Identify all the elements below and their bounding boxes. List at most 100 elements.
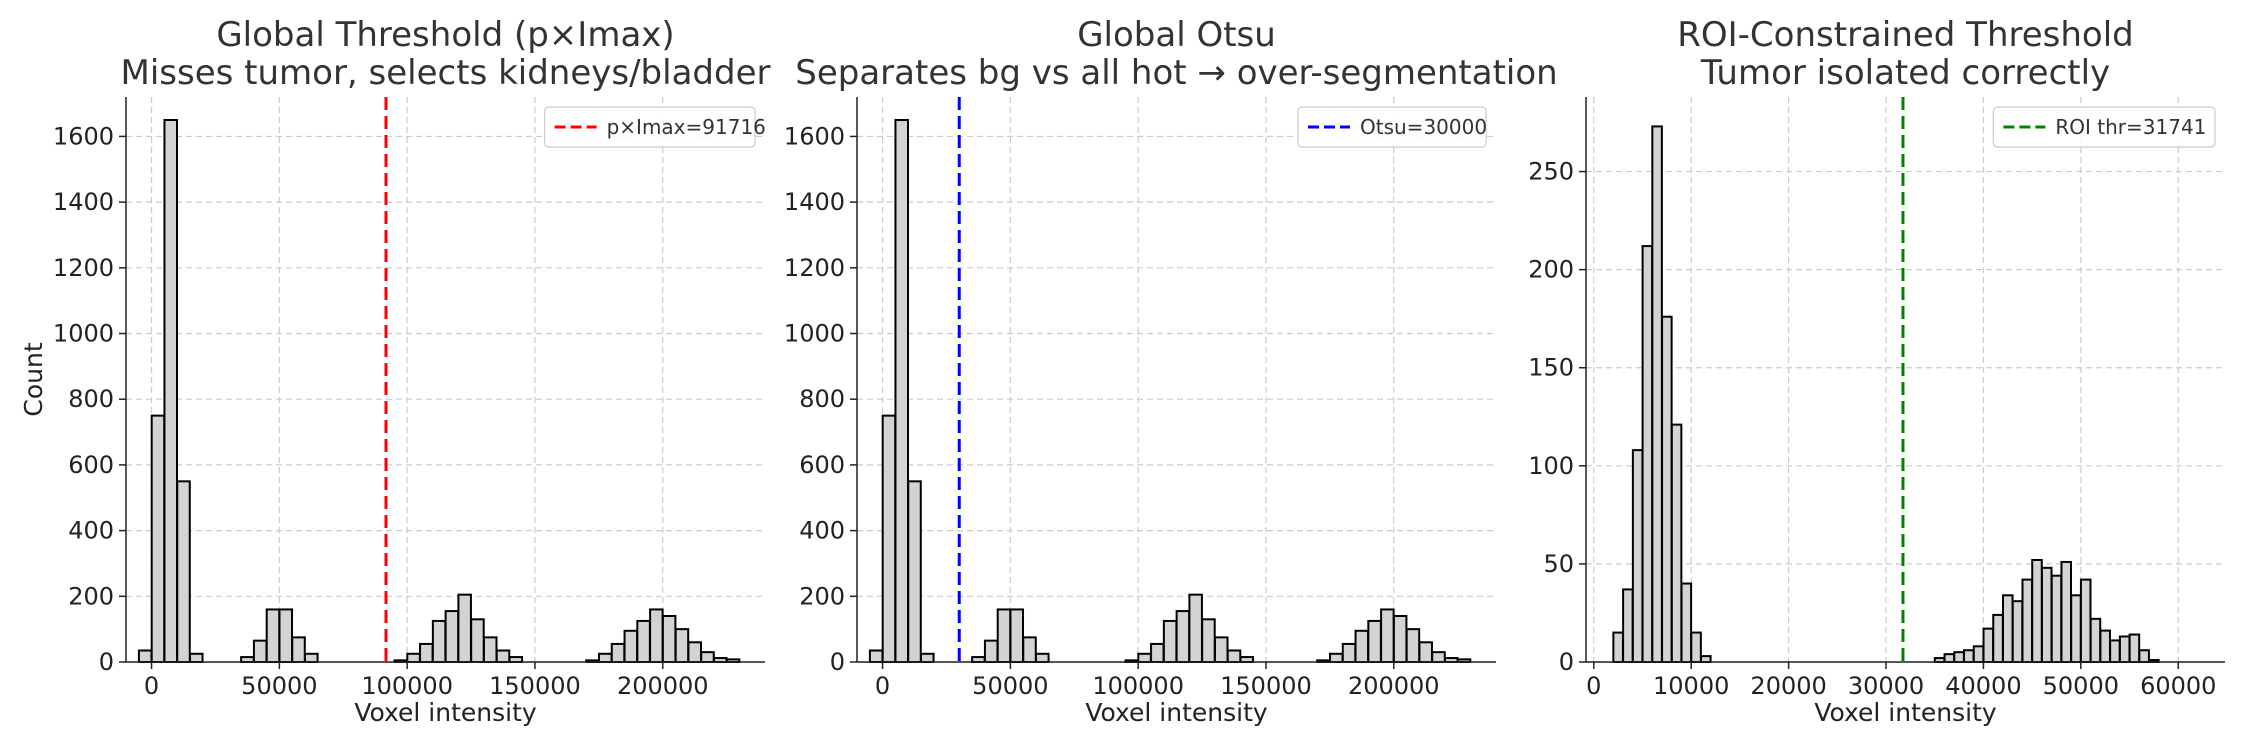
histogram-panel-1: 0 50000 100000 150000 200000 0 200 400 600 800 100… <box>19 15 771 727</box>
panel-subtitle: Tumor isolated correctly <box>1700 53 2110 93</box>
legend-label: ROI thr=31741 <box>2055 115 2206 139</box>
histogram-bar <box>2002 594 2014 663</box>
histogram-bar <box>700 651 715 663</box>
x-tick-label: 50000 <box>972 672 1048 700</box>
histogram-bar <box>661 615 677 664</box>
y-tick-label: 1400 <box>784 188 845 216</box>
histogram-bar <box>636 619 651 664</box>
histogram-bar <box>1670 423 1683 663</box>
histogram-bar <box>1700 655 1712 663</box>
histogram-bar <box>983 639 999 663</box>
y-tick-label: 200 <box>799 582 845 610</box>
histogram-bar <box>2021 578 2034 664</box>
x-tick-label: 0 <box>144 672 159 700</box>
y-tick-label: 1200 <box>53 254 114 282</box>
histogram-bar <box>431 619 447 664</box>
y-tick-label: 600 <box>799 451 845 479</box>
histogram-bar <box>1341 642 1357 664</box>
histogram-bar <box>881 414 897 663</box>
y-tick-label: 150 <box>1528 354 1574 382</box>
histogram-bar <box>2089 617 2102 663</box>
histogram-bar <box>1953 651 1965 664</box>
histogram-bar <box>1022 636 1037 663</box>
histogram-bar <box>920 652 935 663</box>
histogram-bar <box>1226 649 1242 664</box>
y-tick-label: 800 <box>799 385 845 413</box>
y-tick-label: 200 <box>1528 256 1574 284</box>
histogram-bar <box>687 641 702 664</box>
histogram-bar <box>1354 629 1370 663</box>
histogram-bar <box>2128 633 2141 664</box>
histogram-bar <box>1622 588 1634 664</box>
histogram-bar <box>482 636 498 663</box>
histogram-bar <box>252 639 268 663</box>
y-tick-label: 400 <box>68 517 114 545</box>
histogram-bar <box>674 628 690 664</box>
histogram-bar <box>610 642 626 664</box>
histogram-bar <box>1982 627 1995 663</box>
histogram-bar <box>1972 645 1985 663</box>
y-tick-label: 1400 <box>53 188 114 216</box>
panel-subtitle: Separates bg vs all hot → over-segmentat… <box>795 53 1557 93</box>
histogram-bar <box>1137 652 1152 663</box>
y-tick-label: 1600 <box>784 122 845 150</box>
histogram-bar <box>2060 560 2072 664</box>
histogram-bar <box>1405 628 1421 664</box>
y-tick-label: 600 <box>68 451 114 479</box>
legend-label: Otsu=30000 <box>1360 115 1487 139</box>
x-tick-label: 50000 <box>2043 672 2119 700</box>
y-tick-label: 0 <box>1559 648 1574 676</box>
x-axis-label: Voxel intensity <box>1814 698 1997 727</box>
y-axis-label: Count <box>19 342 48 416</box>
histogram-bar <box>1175 610 1191 663</box>
legend-frame <box>1992 106 2216 148</box>
histogram-bar <box>189 652 204 663</box>
histogram-bar <box>278 608 294 663</box>
legend-frame <box>1297 106 1487 148</box>
x-tick-label: 20000 <box>1750 672 1826 700</box>
histogram-bar <box>2118 635 2131 663</box>
histogram-bar <box>2031 558 2043 663</box>
x-tick-label: 0 <box>875 672 890 700</box>
histogram-bar <box>1418 641 1433 664</box>
histogram-bar <box>444 610 460 663</box>
histogram-bar <box>2040 566 2053 663</box>
y-tick-label: 400 <box>799 517 845 545</box>
histogram-bar <box>291 636 306 663</box>
histogram-bar <box>176 480 191 663</box>
histogram-bar <box>2138 649 2150 664</box>
y-tick-label: 800 <box>68 385 114 413</box>
histogram-bar <box>2109 639 2121 664</box>
x-tick-label: 0 <box>1586 672 1601 700</box>
histogram-bar <box>163 118 178 663</box>
histogram-bar <box>495 649 511 664</box>
histogram-bar <box>868 649 884 664</box>
histogram-panel-2: 0 50000 100000 150000 200000 0 200 400 600 800 100… <box>784 15 1558 727</box>
histogram-bar <box>1631 449 1644 663</box>
y-tick-label: 1200 <box>784 254 845 282</box>
histogram-bar <box>2099 629 2111 663</box>
y-tick-label: 100 <box>1528 452 1574 480</box>
y-tick-label: 50 <box>1543 550 1574 578</box>
histogram-bar <box>623 629 639 663</box>
histogram-bar <box>1367 619 1382 664</box>
histogram-bar <box>1328 652 1344 663</box>
histogram-bar <box>1651 125 1663 664</box>
panel-subtitle: Misses tumor, selects kidneys/bladder <box>121 53 771 93</box>
histogram-bar <box>2079 578 2092 664</box>
histogram-bar <box>470 618 485 663</box>
histogram-bar <box>1035 652 1050 663</box>
x-tick-label: 50000 <box>241 672 317 700</box>
histogram-bar <box>1162 619 1178 664</box>
histogram-bar <box>304 652 319 663</box>
panel-title: Global Otsu <box>1077 15 1276 55</box>
histogram-panel-3: 0 10000 20000 30000 40000 50000 60000 0 50 100 150… <box>1528 15 2225 727</box>
histogram-bar <box>894 118 909 663</box>
x-axis-label: Voxel intensity <box>1085 698 1268 727</box>
y-tick-label: 1600 <box>53 122 114 150</box>
histogram-bar <box>457 593 472 664</box>
histogram-bar <box>137 649 153 664</box>
y-tick-label: 0 <box>830 648 845 676</box>
histogram-bar <box>1201 618 1216 663</box>
